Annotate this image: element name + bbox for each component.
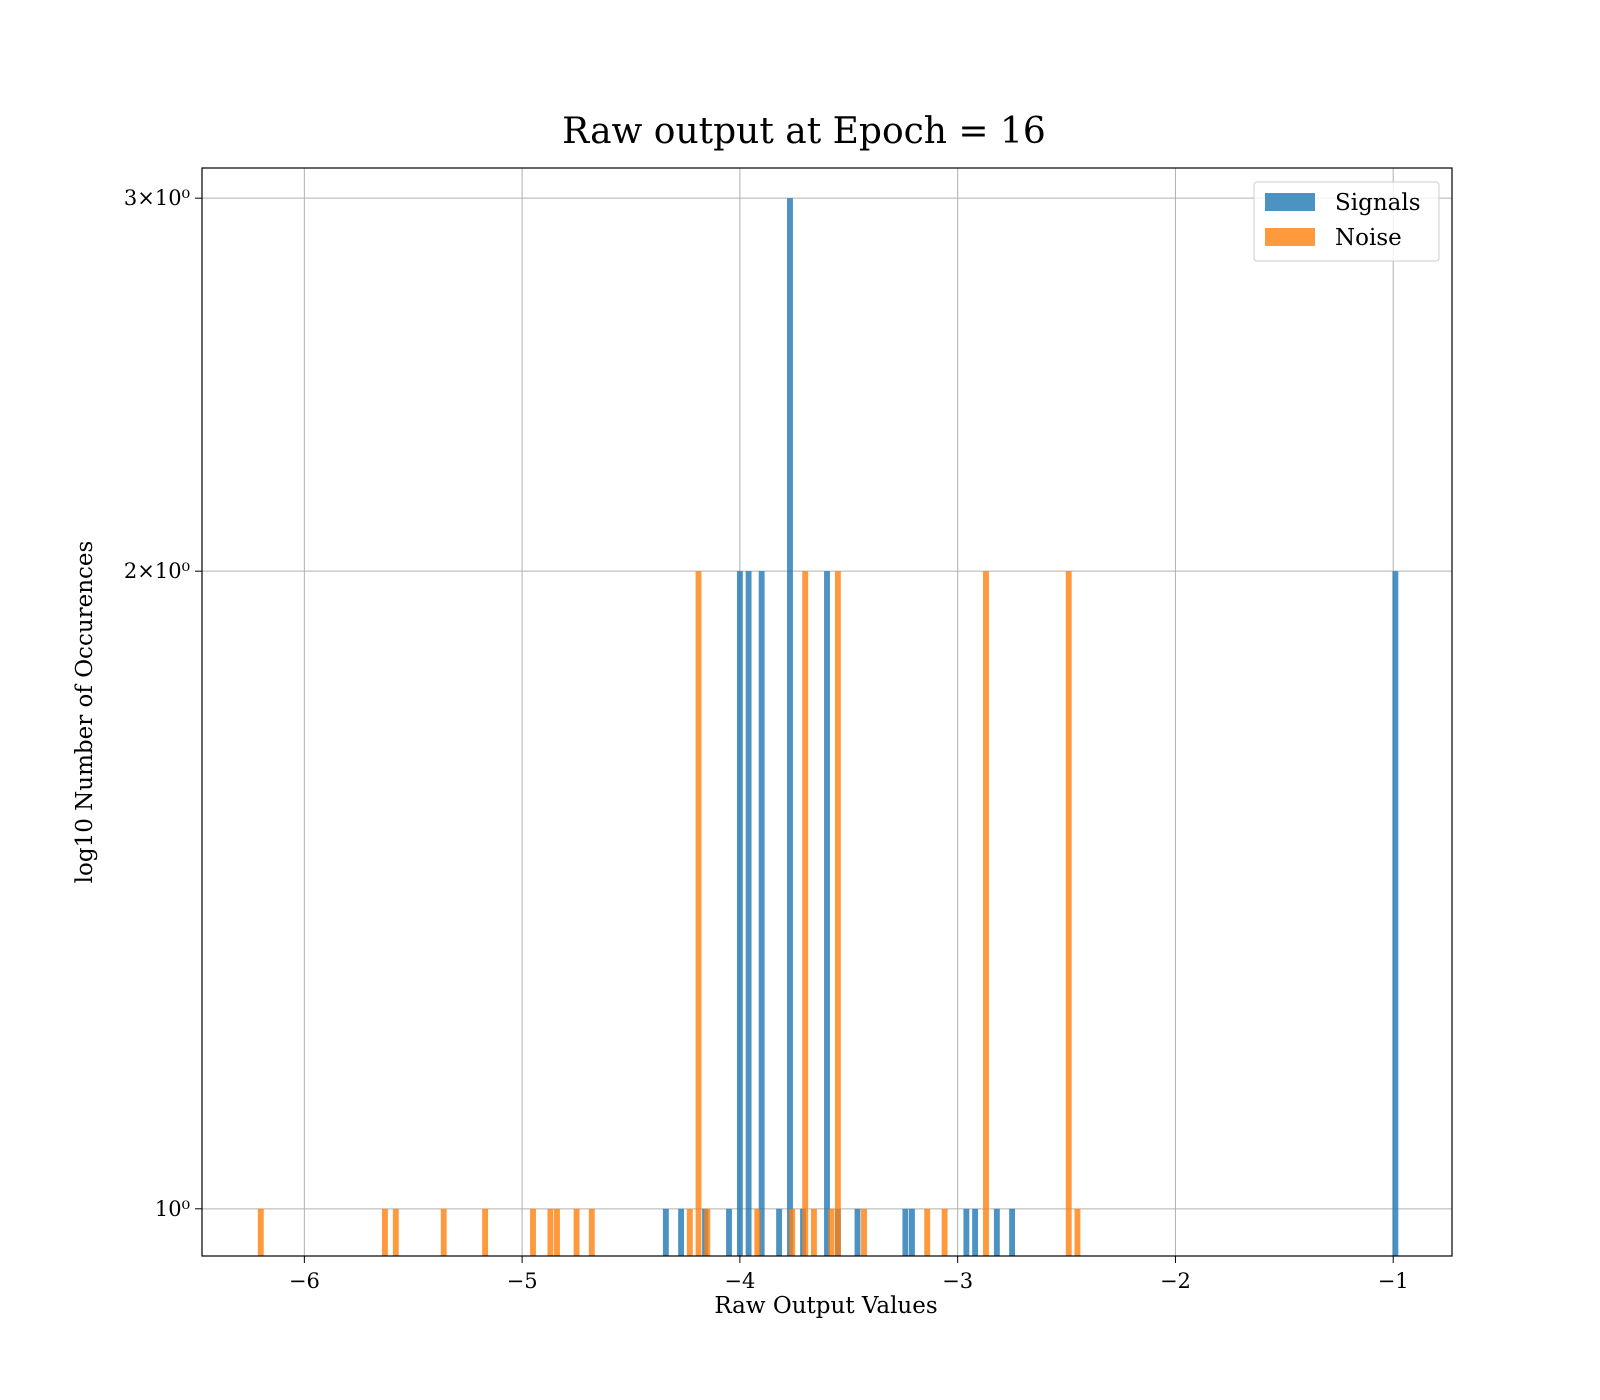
- bar-signals: [736, 571, 743, 1256]
- bar-signals: [902, 1208, 909, 1256]
- bar-noise: [440, 1208, 447, 1256]
- y-axis-ticks: 10⁰ 2×10⁰ 3×10⁰: [124, 186, 202, 1221]
- bar-noise: [754, 1208, 761, 1256]
- x-tick-label: −5: [507, 1269, 538, 1293]
- chart-title: Raw output at Epoch = 16: [562, 111, 1046, 152]
- bar-noise: [983, 571, 989, 1256]
- x-axis-ticks: −6 −5 −4 −3 −2 −1: [289, 1256, 1409, 1293]
- bar-noise: [547, 1208, 554, 1256]
- bar-noise: [573, 1208, 580, 1256]
- bar-noise: [554, 1208, 560, 1256]
- bar-noise: [695, 571, 702, 1256]
- bar-signals: [963, 1208, 970, 1256]
- bar-signals: [1392, 571, 1399, 1256]
- y-tick-label: 10⁰: [155, 1197, 190, 1221]
- bar-signals: [972, 1208, 979, 1256]
- bar-signals: [993, 1208, 1000, 1256]
- bar-noise: [810, 1208, 817, 1256]
- bar-noise: [530, 1208, 536, 1256]
- bar-noise: [1065, 571, 1072, 1256]
- bar-noise: [941, 1208, 948, 1256]
- x-tick-label: −1: [1378, 1269, 1409, 1293]
- bar-noise: [257, 1208, 264, 1256]
- bar-signals: [776, 1208, 783, 1256]
- bar-signals: [824, 571, 830, 1256]
- x-axis-label: Raw Output Values: [714, 1293, 937, 1319]
- legend-label-noise: Noise: [1335, 225, 1402, 251]
- bar-signals: [678, 1208, 685, 1256]
- y-tick-label: 3×10⁰: [124, 186, 190, 210]
- bar-noise: [588, 1208, 595, 1256]
- y-axis-label: log10 Number of Occurences: [72, 541, 98, 884]
- bars: [257, 198, 1399, 1256]
- legend-label-signals: Signals: [1335, 190, 1421, 216]
- bar-signals: [908, 1208, 915, 1256]
- legend[interactable]: Signals Noise: [1253, 181, 1440, 262]
- bar-signals: [1009, 1208, 1016, 1256]
- bar-noise: [686, 1208, 693, 1256]
- bar-signals: [854, 1208, 861, 1256]
- x-tick-label: −6: [289, 1269, 320, 1293]
- x-tick-label: −2: [1160, 1269, 1191, 1293]
- bar-noise: [482, 1208, 489, 1256]
- legend-swatch-noise: [1265, 228, 1315, 246]
- legend-swatch-signals: [1265, 193, 1315, 211]
- bar-signals: [745, 571, 752, 1256]
- bar-noise: [789, 1208, 796, 1256]
- x-tick-label: −4: [724, 1269, 755, 1293]
- bar-noise: [392, 1208, 399, 1256]
- bar-signals: [726, 1208, 732, 1256]
- bar-noise: [924, 1208, 931, 1256]
- bar-signals: [662, 1208, 669, 1256]
- bar-noise: [802, 571, 809, 1256]
- plot-frame: [201, 167, 1453, 1257]
- bar-signals: [758, 571, 765, 1256]
- bar-noise: [861, 1208, 867, 1256]
- bar-noise: [704, 1208, 711, 1256]
- bar-signals: [787, 198, 793, 1256]
- bar-noise: [1074, 1208, 1081, 1256]
- bar-noise: [828, 1208, 835, 1256]
- bar-noise: [834, 571, 841, 1256]
- y-tick-label: 2×10⁰: [124, 559, 190, 583]
- x-tick-label: −3: [942, 1269, 973, 1293]
- bar-noise: [381, 1208, 388, 1256]
